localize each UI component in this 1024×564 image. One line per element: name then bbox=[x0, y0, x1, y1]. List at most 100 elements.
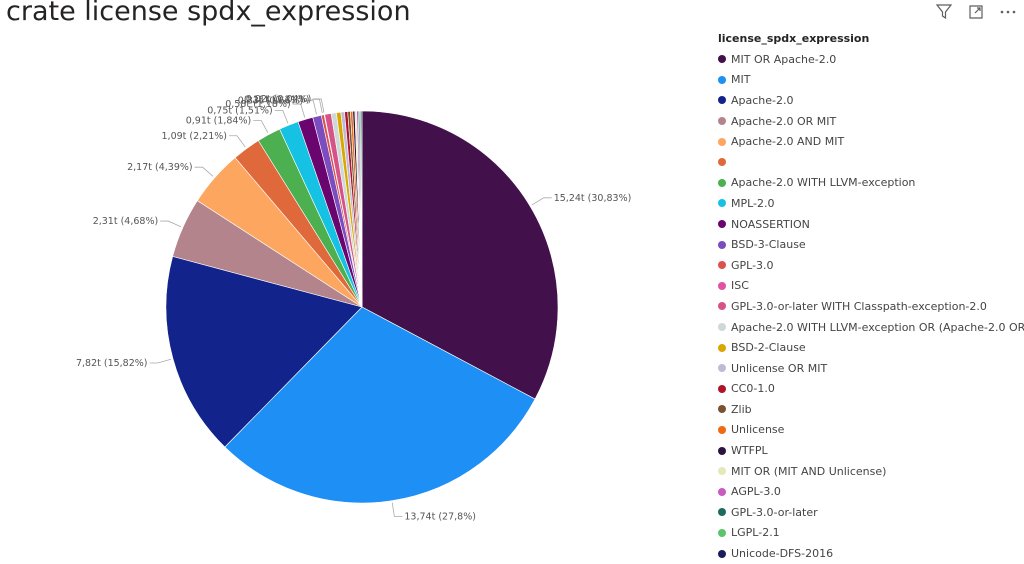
legend-marker bbox=[718, 364, 726, 373]
legend-marker bbox=[718, 240, 726, 249]
legend-item[interactable]: CC0-1.0 bbox=[718, 379, 1022, 400]
legend-item[interactable]: Unlicense bbox=[718, 420, 1022, 441]
legend-item[interactable] bbox=[718, 152, 1022, 173]
legend-item[interactable]: Zlib bbox=[718, 399, 1022, 420]
legend-item[interactable]: MIT OR (MIT AND Unlicense) bbox=[718, 461, 1022, 482]
legend-item[interactable]: Unicode-DFS-2016 bbox=[718, 543, 1022, 564]
legend-marker bbox=[718, 508, 726, 517]
data-label: 1,09t (2,21%) bbox=[162, 131, 228, 142]
legend-label: WTFPL bbox=[731, 444, 768, 458]
leader-line bbox=[274, 109, 289, 124]
chart-title: crate license spdx_expression bbox=[6, 0, 411, 27]
data-label: 2,31t (4,68%) bbox=[93, 216, 159, 227]
legend-marker bbox=[718, 199, 726, 208]
legend-item[interactable]: GPL-3.0-or-later WITH Classpath-exceptio… bbox=[718, 296, 1022, 317]
pie-chart: 15,24t (30,83%) 13,74t (27,8%) 7,82t (15,8… bbox=[76, 94, 632, 523]
data-label: 0,58t (1,18%) bbox=[225, 99, 291, 110]
legend-label: GPL-3.0-or-later WITH Classpath-exceptio… bbox=[731, 299, 987, 313]
legend-item[interactable]: GPL-3.0-or-later bbox=[718, 502, 1022, 523]
data-label: 0,91t (1,84%) bbox=[186, 115, 252, 126]
pie-slice[interactable] bbox=[224, 306, 536, 504]
leader-line bbox=[313, 98, 325, 113]
legend-label: Apache-2.0 WITH LLVM-exception OR (Apach… bbox=[731, 320, 1024, 334]
focus-mode-icon[interactable] bbox=[966, 2, 986, 22]
legend-item[interactable]: Unlicense OR MIT bbox=[718, 358, 1022, 379]
legend-item[interactable]: MPL-2.0 bbox=[718, 193, 1022, 214]
leader-line bbox=[391, 502, 403, 517]
leader-line bbox=[194, 166, 214, 177]
legend-item[interactable]: Apache-2.0 WITH LLVM-exception OR (Apach… bbox=[718, 317, 1024, 338]
data-label: 0,33t (0,66%) bbox=[238, 96, 304, 107]
legend-marker bbox=[718, 425, 726, 434]
legend-label: Apache-2.0 bbox=[731, 93, 794, 107]
legend-item[interactable]: NOASSERTION bbox=[718, 214, 1022, 235]
filter-icon[interactable] bbox=[934, 2, 954, 22]
leader-line bbox=[160, 220, 182, 228]
pie-slice[interactable] bbox=[165, 256, 363, 448]
legend-label: GPL-3.0-or-later bbox=[731, 505, 818, 519]
legend-label: Unicode-DFS-2016 bbox=[731, 547, 834, 561]
legend-item[interactable]: BSD-2-Clause bbox=[718, 337, 1022, 358]
legend-label: Unlicense bbox=[731, 423, 785, 437]
data-label: 0,75t (1,51%) bbox=[207, 105, 273, 116]
legend-item[interactable]: MIT bbox=[718, 70, 1022, 91]
legend-marker bbox=[718, 384, 726, 393]
legend-marker bbox=[718, 96, 726, 105]
data-label: 13,74t (27,8%) bbox=[404, 512, 476, 523]
legend-item[interactable]: LGPL-2.1 bbox=[718, 523, 1022, 544]
more-options-icon[interactable] bbox=[998, 2, 1018, 22]
leader-line bbox=[531, 197, 552, 206]
legend-marker bbox=[718, 261, 726, 270]
legend-marker bbox=[718, 55, 726, 64]
legend-label: CC0-1.0 bbox=[731, 382, 775, 396]
legend-item[interactable]: Apache-2.0 AND MIT bbox=[718, 131, 1022, 152]
legend-marker bbox=[718, 178, 726, 187]
legend-label: BSD-2-Clause bbox=[731, 341, 806, 355]
legend-item[interactable]: Apache-2.0 bbox=[718, 90, 1022, 111]
legend-marker bbox=[718, 467, 726, 476]
legend-label: MIT OR Apache-2.0 bbox=[731, 52, 837, 66]
visual-header-toolbar bbox=[934, 2, 1018, 22]
legend-label: NOASSERTION bbox=[731, 217, 810, 231]
legend-marker bbox=[718, 137, 726, 146]
legend-marker bbox=[718, 158, 726, 167]
legend-marker bbox=[718, 487, 726, 496]
legend-item[interactable]: Apache-2.0 WITH LLVM-exception bbox=[718, 173, 1022, 194]
legend-label: LGPL-2.1 bbox=[731, 526, 780, 540]
legend-item[interactable]: WTFPL bbox=[718, 440, 1022, 461]
pie-slice[interactable] bbox=[360, 110, 363, 308]
leader-line bbox=[253, 120, 269, 133]
data-label: 15,24t (30,83%) bbox=[554, 193, 632, 204]
legend-marker bbox=[718, 302, 726, 311]
legend-title: license_spdx_expression bbox=[718, 32, 870, 45]
legend-marker bbox=[718, 343, 726, 352]
leader-line bbox=[229, 135, 246, 148]
data-label: 0,02t (0,04%) bbox=[246, 94, 312, 105]
legend-label: MIT bbox=[731, 73, 751, 87]
legend-item[interactable]: MIT OR Apache-2.0 bbox=[718, 49, 1022, 70]
legend-item[interactable]: GPL-3.0 bbox=[718, 255, 1022, 276]
pie-slice[interactable] bbox=[361, 110, 559, 400]
legend-marker bbox=[718, 75, 726, 84]
legend-label: Unlicense OR MIT bbox=[731, 361, 828, 375]
legend-label: Apache-2.0 AND MIT bbox=[731, 135, 845, 149]
legend-marker bbox=[718, 549, 726, 558]
legend-label: GPL-3.0 bbox=[731, 258, 774, 272]
legend-label: Apache-2.0 OR MIT bbox=[731, 114, 837, 128]
leader-line bbox=[292, 103, 306, 118]
legend-label: Zlib bbox=[731, 402, 752, 416]
legend-marker bbox=[718, 405, 726, 414]
legend-item[interactable]: BSD-3-Clause bbox=[718, 234, 1022, 255]
legend-items: MIT OR Apache-2.0 MIT Apache-2.0 Apache-2.0… bbox=[718, 49, 1024, 564]
legend-label: BSD-3-Clause bbox=[731, 238, 806, 252]
leader-line bbox=[305, 100, 317, 115]
legend-label: AGPL-3.0 bbox=[731, 485, 781, 499]
legend-item[interactable]: ISC bbox=[718, 276, 1022, 297]
legend-marker bbox=[718, 220, 726, 229]
legend-item[interactable]: Apache-2.0 OR MIT bbox=[718, 111, 1022, 132]
legend: license_spdx_expression MIT OR Apache-2.… bbox=[718, 32, 1024, 564]
legend-item[interactable]: AGPL-3.0 bbox=[718, 481, 1022, 502]
legend-marker bbox=[718, 323, 726, 332]
legend-label: MPL-2.0 bbox=[731, 196, 775, 210]
data-label: 7,82t (15,82%) bbox=[76, 358, 148, 369]
